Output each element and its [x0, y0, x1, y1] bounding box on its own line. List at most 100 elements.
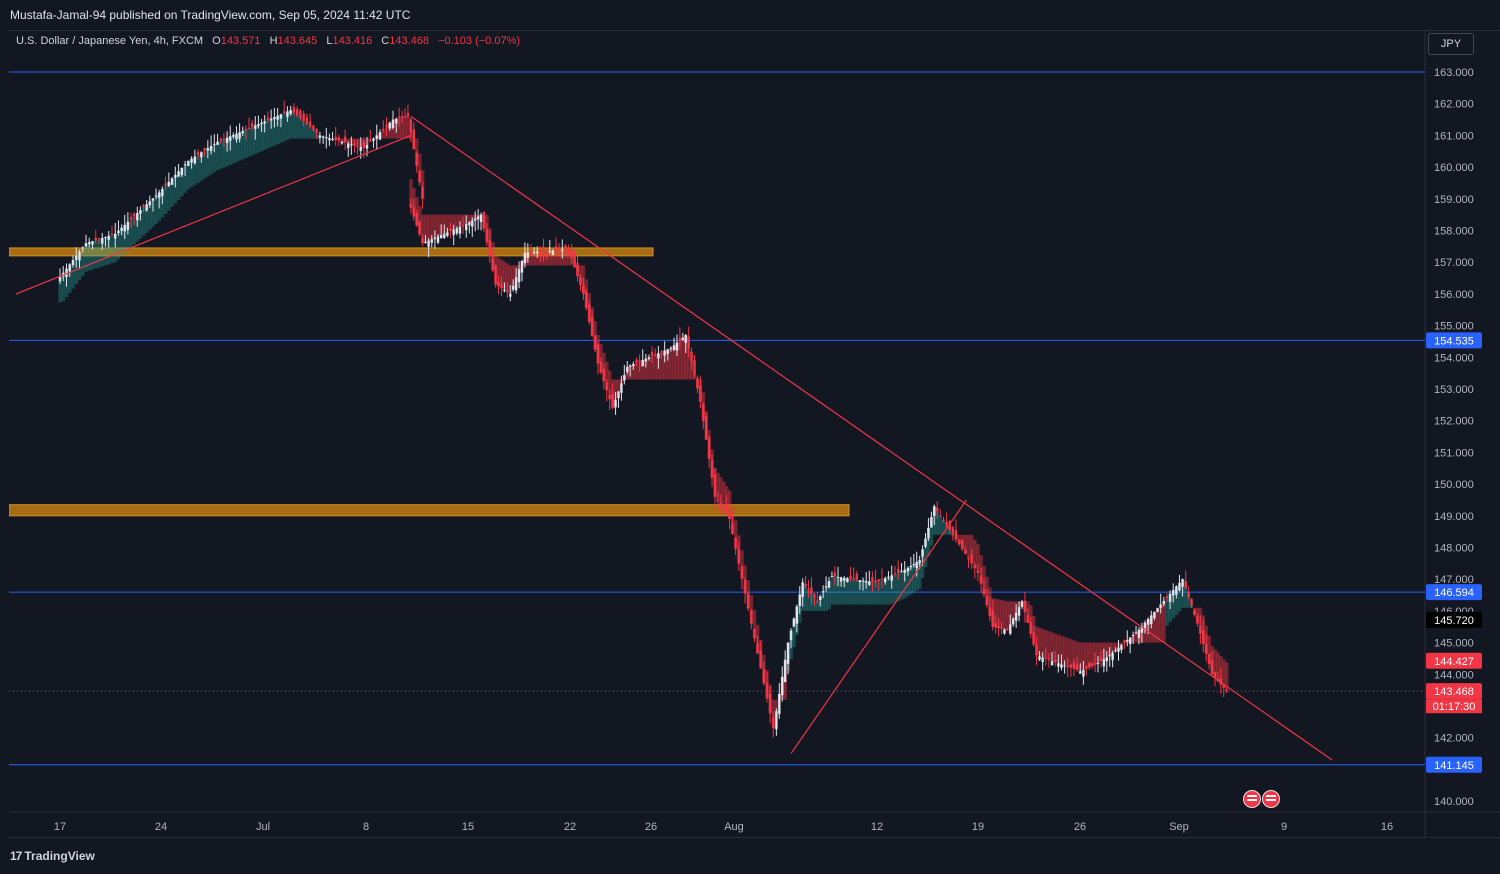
candle-body: [1108, 655, 1111, 657]
candle-body: [964, 549, 967, 554]
candle-body: [740, 566, 744, 579]
trend-ribbon-segment: [167, 181, 171, 211]
candle-body: [909, 565, 913, 568]
candle-body: [479, 214, 483, 223]
trend-ribbon-segment: [973, 539, 977, 569]
candle-body: [557, 248, 561, 251]
candle-body: [443, 233, 446, 239]
candle-body: [678, 337, 682, 341]
candle-body: [75, 255, 78, 261]
candle-body: [900, 571, 903, 573]
candle-body: [1023, 600, 1027, 613]
x-tick-label: 9: [1281, 821, 1287, 833]
trend-ribbon-segment: [285, 111, 290, 140]
y-tick-label: 154.000: [1434, 352, 1474, 364]
candle-body: [798, 594, 801, 607]
candle-body: [449, 229, 452, 231]
candle-body: [1035, 644, 1038, 656]
y-tick-label: 149.000: [1434, 511, 1474, 523]
trend-ribbon-segment: [963, 534, 968, 554]
candle-body: [849, 575, 852, 579]
candle-body: [353, 143, 356, 146]
trend-ribbon-segment: [1081, 642, 1086, 670]
candle-body: [244, 128, 248, 130]
candle-body: [400, 116, 404, 118]
trend-ribbon-segment: [839, 577, 843, 605]
trend-ribbon-segment: [1187, 596, 1191, 608]
trend-ribbon-segment: [340, 138, 344, 142]
currency-button[interactable]: JPY: [1428, 33, 1474, 55]
level-price-tag-bg: [1426, 332, 1482, 349]
candle-body: [1131, 634, 1135, 636]
x-tick-label: Jul: [256, 821, 270, 833]
candle-body: [452, 229, 455, 235]
trend-ribbon-segment: [1066, 638, 1070, 667]
y-tick-label: 150.000: [1434, 479, 1474, 491]
trend-ribbon-segment: [836, 576, 840, 605]
candle-body: [427, 240, 430, 247]
trend-ribbon-segment: [244, 129, 248, 159]
candle-body: [576, 262, 579, 277]
candle-body: [497, 281, 500, 287]
candle-body: [282, 111, 286, 113]
trend-ribbon-segment: [734, 520, 738, 549]
candle-body: [765, 682, 769, 699]
candle-body: [117, 230, 120, 233]
candle-body: [824, 586, 828, 588]
candle-body: [139, 210, 142, 214]
tradingview-logo-icon: 17: [10, 849, 22, 863]
us-flag-icon[interactable]: [1243, 790, 1261, 808]
candle-body: [421, 186, 424, 199]
us-flag-icon[interactable]: [1262, 790, 1280, 808]
trend-ribbon-segment: [1213, 649, 1217, 678]
trend-ribbon-segment: [202, 150, 207, 179]
trend-ribbon-segment: [346, 138, 351, 144]
trend-ribbon-segment: [719, 477, 723, 506]
candle-body: [681, 337, 685, 341]
candle-body: [1162, 600, 1166, 605]
y-tick-label: 152.000: [1434, 416, 1474, 428]
candle-body: [737, 549, 740, 564]
trend-ribbon-segment: [666, 349, 670, 380]
trend-ribbon-segment: [1087, 642, 1092, 668]
trend-ribbon-segment: [272, 117, 277, 146]
candle-body: [494, 265, 497, 285]
candle-body: [321, 136, 325, 138]
trend-ribbon-segment: [508, 265, 513, 294]
candle-body: [468, 222, 471, 226]
candle-body: [254, 125, 257, 129]
trend-ribbon-segment: [183, 164, 187, 193]
published-info: Mustafa-Jamal-94 published on TradingVie…: [10, 8, 411, 22]
candle-body: [350, 144, 353, 146]
candle-body: [716, 500, 720, 502]
candle-body: [183, 164, 187, 166]
low-label: L: [326, 35, 333, 47]
trend-ribbon-segment: [302, 121, 306, 139]
tradingview-logo[interactable]: 17 TradingView: [10, 849, 95, 863]
trend-ribbon-segment: [1037, 627, 1042, 657]
candle-body: [635, 359, 638, 363]
candle-body: [768, 693, 772, 714]
candle-body: [542, 247, 545, 252]
candle-body: [476, 216, 480, 220]
candle-body: [356, 146, 359, 148]
candle-body: [1006, 629, 1009, 631]
candle-body: [1082, 669, 1085, 677]
candle-body: [170, 178, 174, 185]
candle-body: [693, 359, 696, 376]
trend-ribbon-segment: [276, 115, 280, 145]
candle-body: [1199, 625, 1202, 634]
trend-ribbon-segment: [864, 581, 868, 605]
candle-body: [1088, 663, 1091, 668]
candle-body: [816, 600, 819, 602]
candle-body: [687, 336, 690, 349]
candle-body: [696, 378, 699, 389]
candle-body: [551, 250, 555, 256]
trend-ribbon-segment: [126, 221, 130, 251]
trend-ribbon-segment: [1134, 632, 1138, 643]
trend-ribbon-segment: [804, 586, 808, 611]
candle-body: [654, 354, 657, 356]
trend-ribbon-segment: [687, 348, 691, 380]
trend-ribbon-segment: [253, 125, 258, 154]
